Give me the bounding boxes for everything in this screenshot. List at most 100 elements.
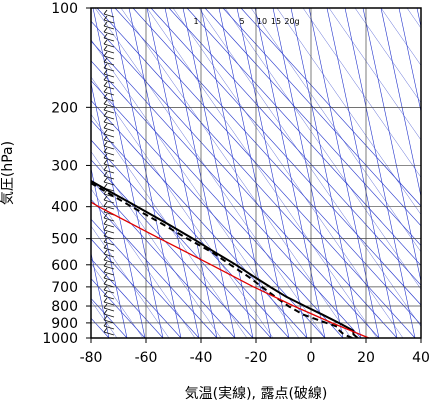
isotherm-line	[204, 8, 421, 247]
wind-barb-shaft	[103, 127, 115, 132]
wind-barb-flag	[103, 87, 108, 93]
adiabat-line	[164, 8, 236, 338]
wind-barb-shaft	[103, 121, 115, 126]
isotherm-line	[91, 179, 236, 338]
temperature-line	[91, 179, 359, 338]
wind-barb-shaft	[103, 265, 115, 270]
wind-barb-shaft	[103, 175, 115, 180]
y-axis-title: 気圧(hPa)	[0, 141, 16, 205]
wind-barb-flag	[103, 165, 108, 171]
wind-barb-flag	[103, 183, 108, 189]
x-tick-label: -60	[135, 350, 158, 366]
wind-barb-shaft	[103, 49, 115, 54]
wind-barb-flag	[103, 309, 108, 315]
moist-adiabat-line	[91, 113, 248, 338]
wind-barb-flag	[103, 315, 108, 321]
wind-barbs	[103, 9, 115, 336]
wind-barb-flag	[103, 123, 108, 129]
wind-barb-flag	[103, 39, 108, 45]
y-tick-label: 900	[51, 316, 78, 332]
wind-barb-flag	[103, 267, 108, 273]
y-tick-label: 300	[51, 158, 78, 174]
isotherm-line	[91, 278, 146, 338]
x-tick-label: 0	[307, 350, 316, 366]
wind-barb-shaft	[103, 55, 115, 60]
y-tick-label: 600	[51, 258, 78, 274]
series-group	[91, 179, 370, 338]
isotherm-line	[96, 8, 398, 338]
adiabat-line	[308, 8, 380, 338]
wind-barb-flag	[103, 141, 108, 147]
wind-barb-flag	[103, 159, 108, 165]
wind-barb-flag	[103, 147, 108, 153]
isotherm-line	[168, 8, 421, 286]
adiabat-line	[91, 166, 128, 338]
adiabat-line	[326, 8, 398, 338]
adiabat-line	[92, 8, 164, 338]
wind-barb-shaft	[103, 253, 115, 258]
moist-adiabat-line	[354, 8, 421, 104]
wind-barb-shaft	[103, 235, 115, 240]
wind-barb-flag	[103, 195, 108, 201]
adiabat-line	[344, 8, 416, 338]
isotherm-line	[91, 218, 200, 338]
wind-barb-flag	[103, 45, 108, 51]
y-tick-label: 800	[51, 299, 78, 315]
isotherm-line	[240, 8, 421, 207]
isotherm-line	[91, 20, 380, 338]
mixing-ratio-labels: 1 5 10 15 20g	[193, 17, 299, 26]
moist-adiabat-line	[224, 8, 421, 290]
moist-adiabat-line	[94, 8, 326, 338]
wind-barb-shaft	[103, 145, 115, 150]
wind-barb-shaft	[103, 199, 115, 204]
wind-barb-shaft	[103, 133, 115, 138]
isotherm-line	[222, 8, 421, 227]
adiabat-line	[236, 8, 308, 338]
wind-barb-flag	[103, 231, 108, 237]
wind-barb-flag	[103, 99, 108, 105]
isotherm-line	[132, 8, 421, 326]
adiabat-line	[182, 8, 254, 338]
wind-barb-flag	[103, 51, 108, 57]
isotherm-line	[91, 258, 164, 338]
wind-barb-flag	[103, 111, 108, 117]
wind-barb-flag	[103, 81, 108, 87]
wind-barb-flag	[103, 249, 108, 255]
x-ticks: -80 -60 -40 -20 0 20 40	[80, 338, 430, 366]
wind-barb-flag	[103, 171, 108, 177]
adiabat-line	[91, 251, 110, 338]
y-tick-label: 700	[51, 280, 78, 296]
y-tick-label: 200	[51, 100, 78, 116]
adiabat-line	[272, 8, 344, 338]
wind-barb-shaft	[103, 283, 115, 288]
wind-barb-shaft	[103, 91, 115, 96]
y-tick-label: 500	[51, 232, 78, 248]
x-tick-label: -20	[245, 350, 268, 366]
wind-barb-flag	[103, 279, 108, 285]
x-tick-label: -40	[190, 350, 213, 366]
wind-barb-shaft	[103, 31, 115, 36]
adiabat-line	[290, 8, 362, 338]
wind-barb-flag	[103, 15, 108, 21]
wind-barb-shaft	[103, 61, 115, 66]
wind-barb-flag	[103, 129, 108, 135]
reference-line	[91, 201, 370, 338]
wind-barb-shaft	[103, 325, 115, 330]
adiabat-line	[416, 8, 421, 29]
wind-barb-flag	[103, 285, 108, 291]
wind-barb-shaft	[103, 223, 115, 228]
x-tick-label: 20	[357, 350, 375, 366]
wind-barb-shaft	[103, 313, 115, 318]
wind-barb-flag	[103, 303, 108, 309]
moist-adiabat-line	[276, 8, 421, 216]
mixing-ratio-label: 10	[257, 17, 267, 26]
wind-barb-flag	[103, 153, 108, 159]
adiabat-line	[380, 8, 421, 199]
isotherm-line	[91, 139, 272, 338]
adiabat-line	[218, 8, 290, 338]
moist-adiabat-line	[146, 8, 378, 338]
wind-barb-flag	[103, 225, 108, 231]
mixing-ratio-label: 20g	[284, 17, 299, 26]
wind-barb-flag	[103, 27, 108, 33]
